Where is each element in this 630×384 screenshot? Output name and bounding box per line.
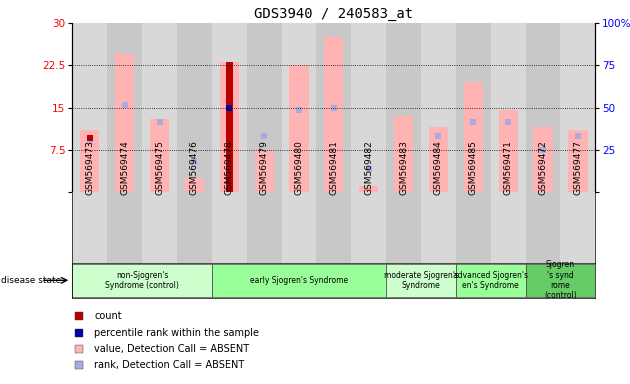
FancyBboxPatch shape: [72, 192, 595, 263]
FancyBboxPatch shape: [386, 264, 456, 297]
FancyBboxPatch shape: [525, 264, 595, 297]
Bar: [177, 192, 212, 263]
Text: early Sjogren's Syndrome: early Sjogren's Syndrome: [250, 276, 348, 285]
Bar: [150, 119, 169, 192]
Bar: [534, 127, 553, 192]
Bar: [282, 192, 316, 263]
Text: value, Detection Call = ABSENT: value, Detection Call = ABSENT: [94, 344, 249, 354]
Bar: [386, 23, 421, 192]
Bar: [220, 63, 239, 192]
Bar: [212, 192, 247, 263]
Bar: [72, 23, 107, 192]
Bar: [421, 192, 456, 263]
Bar: [456, 192, 491, 263]
Bar: [226, 63, 232, 192]
Text: percentile rank within the sample: percentile rank within the sample: [94, 328, 260, 338]
Bar: [421, 23, 456, 192]
Bar: [185, 178, 204, 192]
Bar: [289, 65, 309, 192]
Text: advanced Sjogren's
en's Syndrome: advanced Sjogren's en's Syndrome: [453, 271, 529, 290]
Bar: [107, 192, 142, 263]
Text: Sjogren
's synd
rome
(control): Sjogren 's synd rome (control): [544, 260, 577, 300]
Bar: [316, 23, 352, 192]
Bar: [316, 192, 352, 263]
Bar: [429, 127, 448, 192]
Bar: [142, 23, 177, 192]
Text: count: count: [94, 311, 122, 321]
Bar: [568, 130, 588, 192]
Bar: [255, 150, 274, 192]
Bar: [491, 192, 525, 263]
Bar: [498, 110, 518, 192]
Bar: [80, 130, 100, 192]
Bar: [352, 23, 386, 192]
Bar: [115, 54, 134, 192]
Bar: [456, 23, 491, 192]
Bar: [491, 23, 525, 192]
Bar: [212, 23, 247, 192]
Text: disease state: disease state: [1, 276, 62, 285]
Bar: [464, 82, 483, 192]
Text: moderate Sjogren's
Syndrome: moderate Sjogren's Syndrome: [384, 271, 459, 290]
Bar: [359, 186, 379, 192]
Title: GDS3940 / 240583_at: GDS3940 / 240583_at: [255, 7, 413, 21]
Text: non-Sjogren's
Syndrome (control): non-Sjogren's Syndrome (control): [105, 271, 179, 290]
Bar: [394, 116, 413, 192]
Bar: [247, 23, 282, 192]
Bar: [177, 23, 212, 192]
Bar: [324, 37, 343, 192]
Bar: [525, 192, 561, 263]
Bar: [561, 23, 595, 192]
Bar: [282, 23, 316, 192]
FancyBboxPatch shape: [72, 264, 212, 297]
Bar: [247, 192, 282, 263]
Bar: [72, 192, 107, 263]
Bar: [386, 192, 421, 263]
FancyBboxPatch shape: [456, 264, 525, 297]
Bar: [142, 192, 177, 263]
Text: rank, Detection Call = ABSENT: rank, Detection Call = ABSENT: [94, 360, 244, 371]
Bar: [352, 192, 386, 263]
FancyBboxPatch shape: [212, 264, 386, 297]
Bar: [525, 23, 561, 192]
Bar: [107, 23, 142, 192]
Bar: [561, 192, 595, 263]
